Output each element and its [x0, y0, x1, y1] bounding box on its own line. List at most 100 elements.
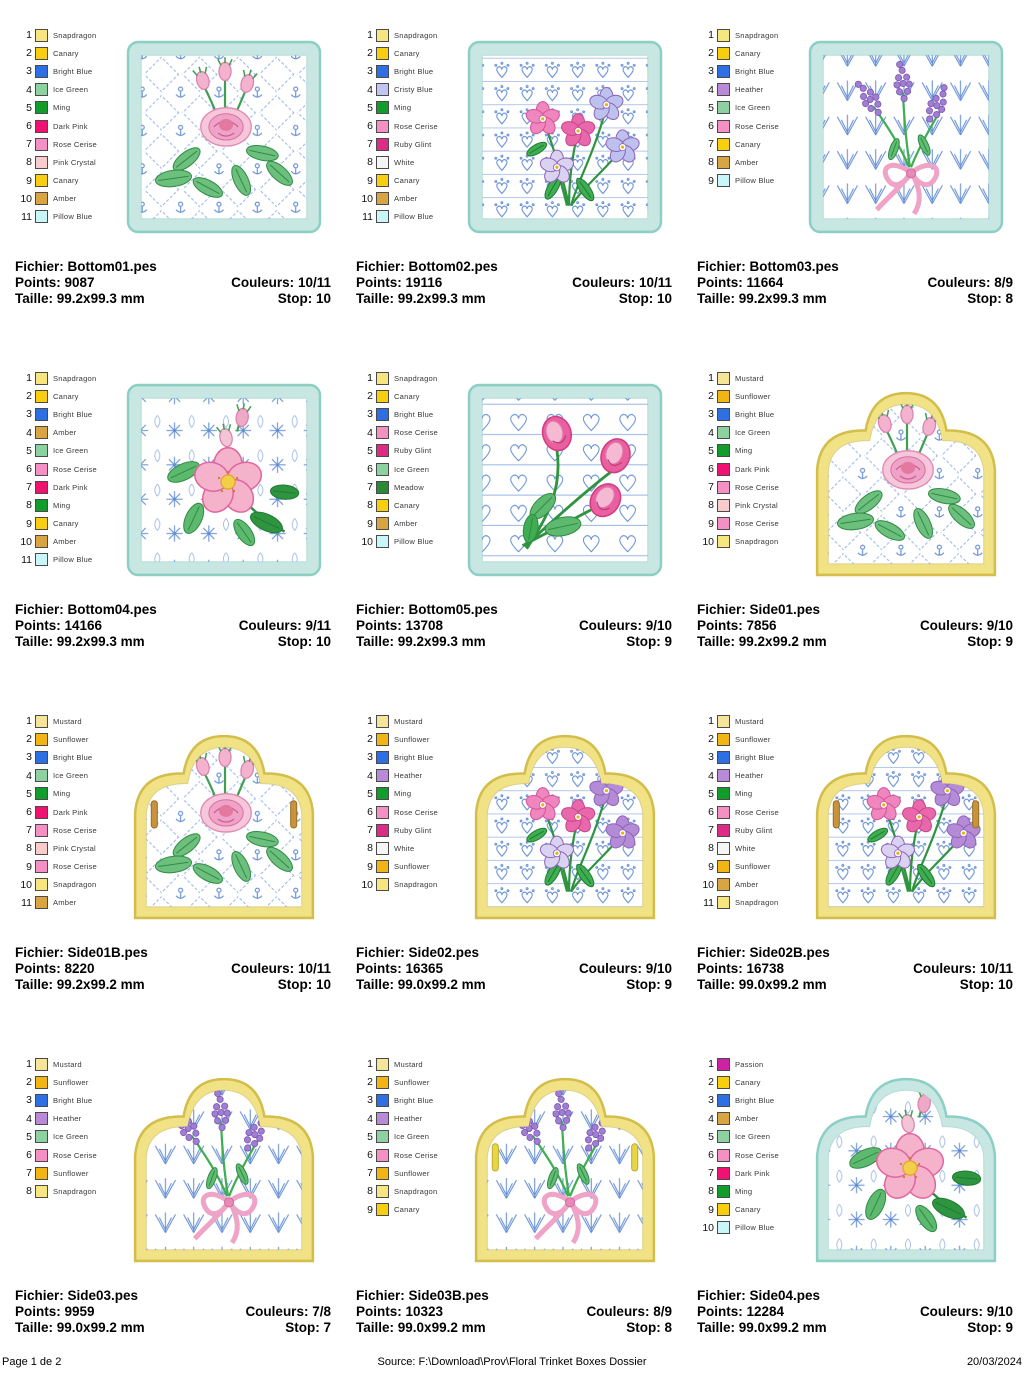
thread-swatch — [717, 371, 730, 385]
thread-number: 8 — [367, 842, 373, 855]
design-thumbnail — [805, 379, 1007, 581]
thread-item: 8 Pink Crystal — [15, 839, 121, 857]
size-value: 99.2x99.2 mm — [56, 977, 145, 992]
size-value: 99.0x99.2 mm — [397, 977, 486, 992]
thread-item: 6 Rose Cerise — [697, 1146, 803, 1164]
thread-item: 4 Heather — [15, 1110, 121, 1128]
design-illustration — [815, 734, 997, 920]
thread-name: Mustard — [735, 716, 764, 726]
thread-name: Bright Blue — [735, 1095, 775, 1105]
points-value: 9959 — [64, 1304, 95, 1319]
thread-name: Snapdragon — [53, 373, 97, 383]
thread-name: Bright Blue — [394, 1095, 434, 1105]
thread-item: 11 Pillow Blue — [15, 551, 121, 569]
thread-item: 10 Amber — [15, 190, 121, 208]
thread-number: 7 — [708, 138, 714, 151]
thread-name: Canary — [394, 176, 420, 186]
thread-name: Ming — [53, 789, 71, 799]
thread-swatch — [717, 498, 730, 512]
thread-number: 4 — [26, 83, 32, 96]
thread-item: 2 Sunflower — [356, 1073, 462, 1091]
thread-swatch — [376, 101, 389, 115]
thread-name: Ruby Glint — [735, 825, 773, 835]
thread-swatch — [717, 1203, 730, 1217]
thread-item: 7 Rose Cerise — [697, 478, 803, 496]
file-name: Bottom01.pes — [67, 259, 157, 274]
thread-swatch — [717, 426, 730, 440]
stop-label: Stop: — [285, 1320, 320, 1335]
thread-name: Ice Green — [53, 85, 89, 95]
thread-name: Sunflower — [394, 1077, 430, 1087]
thread-name: Snapdragon — [394, 373, 438, 383]
colors-value: 9/10 — [645, 961, 672, 976]
thread-swatch — [35, 750, 48, 764]
thread-swatch — [35, 1148, 48, 1162]
thread-item: 8 White — [356, 839, 462, 857]
thread-item: 2 Canary — [15, 387, 121, 405]
thread-name: Canary — [735, 48, 761, 58]
thread-number: 3 — [26, 1094, 32, 1107]
thread-swatch — [35, 174, 48, 188]
stop-label: Stop: — [959, 977, 995, 992]
thread-name: Bright Blue — [735, 409, 775, 419]
thread-swatch — [376, 1148, 389, 1162]
thread-swatch — [35, 155, 48, 169]
thread-number: 11 — [703, 896, 714, 909]
thread-number: 3 — [708, 1094, 714, 1107]
thread-swatch — [717, 1221, 730, 1235]
thread-number: 5 — [26, 787, 32, 800]
thread-number: 5 — [367, 1130, 373, 1143]
thread-name: Pillow Blue — [394, 212, 434, 222]
thread-number: 6 — [26, 463, 32, 476]
thread-name: Canary — [53, 519, 79, 529]
thread-item: 8 Canary — [356, 496, 462, 514]
thread-swatch — [376, 498, 389, 512]
thread-swatch — [35, 787, 48, 801]
points-value: 10323 — [405, 1304, 444, 1319]
source-path: Source: F:\Download\Prov\Floral Trinket … — [377, 1356, 647, 1368]
thread-number: 1 — [367, 715, 373, 728]
thread-number: 3 — [367, 408, 373, 421]
thread-number: 4 — [367, 769, 373, 782]
thread-swatch — [35, 860, 48, 874]
thread-item: 3 Bright Blue — [15, 405, 121, 423]
file-label: Fichier: — [697, 259, 746, 274]
thread-number: 1 — [708, 715, 714, 728]
thread-number: 7 — [26, 138, 32, 151]
thread-name: Canary — [735, 139, 761, 149]
thread-swatch — [35, 444, 48, 458]
size-value: 99.2x99.2 mm — [738, 634, 827, 649]
thread-item: 3 Bright Blue — [356, 62, 462, 80]
points-label: Points: — [697, 1304, 743, 1319]
thread-swatch — [376, 878, 389, 892]
stop-value: 7 — [323, 1320, 331, 1335]
size-label: Taille: — [15, 291, 54, 306]
points-label: Points: — [356, 618, 402, 633]
thread-number: 7 — [367, 824, 373, 837]
stop-label: Stop: — [967, 1320, 1002, 1335]
design-illustration — [815, 1077, 997, 1263]
thread-swatch — [717, 841, 730, 855]
thread-swatch — [35, 1075, 48, 1089]
thread-item: 1 Snapdragon — [356, 369, 462, 387]
thread-name: Pillow Blue — [394, 537, 434, 547]
buttonhole-slots — [832, 800, 980, 829]
thread-number: 9 — [708, 860, 714, 873]
thread-item: 6 Rose Cerise — [356, 803, 462, 821]
thread-name: Bright Blue — [53, 409, 93, 419]
file-label: Fichier: — [15, 602, 64, 617]
thread-name: Mustard — [53, 716, 82, 726]
thread-swatch — [376, 28, 389, 42]
file-name: Side03.pes — [67, 1288, 139, 1303]
thread-number: 9 — [708, 174, 714, 187]
thread-color-list: 1 Snapdragon 2 Canary 3 Bright Blue 4 Heather 5 I… — [697, 26, 803, 190]
buttonhole-slots — [491, 1143, 639, 1172]
points-label: Points: — [356, 961, 402, 976]
stop-label: Stop: — [277, 291, 313, 306]
thread-item: 4 Heather — [356, 1110, 462, 1128]
thread-number: 8 — [26, 842, 32, 855]
thread-number: 10 — [361, 192, 373, 205]
thread-name: Rose Cerise — [53, 139, 97, 149]
thread-name: Ice Green — [53, 771, 89, 781]
thread-item: 3 Bright Blue — [15, 748, 121, 766]
